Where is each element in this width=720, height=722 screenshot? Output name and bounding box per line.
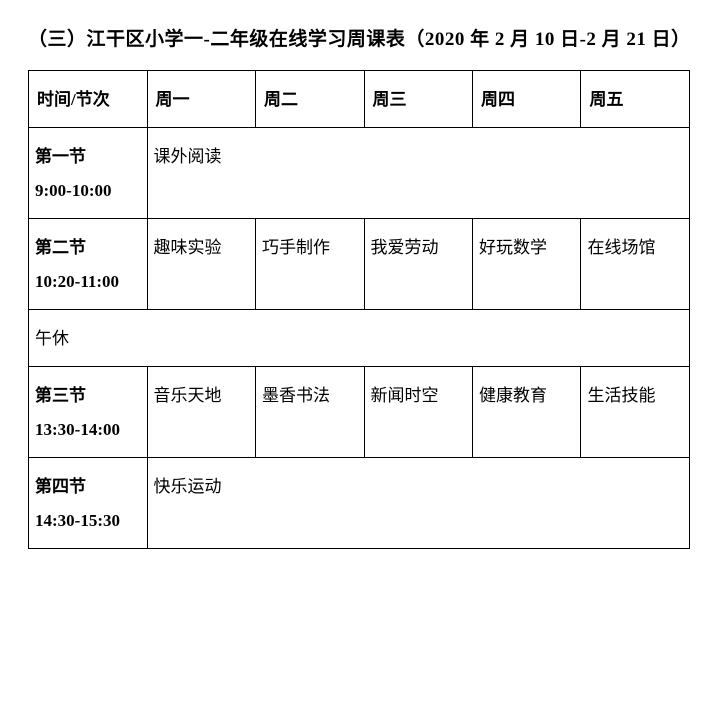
time-label: 13:30-14:00 (35, 413, 141, 447)
period-cell: 第四节 14:30-15:30 (29, 457, 148, 548)
schedule-title: （三）江干区小学一-二年级在线学习周课表（2020 年 2 月 10 日-2 月… (28, 20, 692, 60)
lunch-row: 午休 (29, 309, 690, 366)
cell-wed: 新闻时空 (364, 366, 472, 457)
col-header-mon: 周一 (147, 70, 255, 127)
cell-wed: 我爱劳动 (364, 218, 472, 309)
col-header-wed: 周三 (364, 70, 472, 127)
time-label: 10:20-11:00 (35, 265, 141, 299)
period-label: 第四节 (35, 470, 141, 504)
time-label: 9:00-10:00 (35, 174, 141, 208)
table-row: 第二节 10:20-11:00 趣味实验 巧手制作 我爱劳动 好玩数学 在线场馆 (29, 218, 690, 309)
time-label: 14:30-15:30 (35, 504, 141, 538)
cell-thu: 健康教育 (472, 366, 580, 457)
col-header-tue: 周二 (256, 70, 364, 127)
schedule-table: 时间/节次 周一 周二 周三 周四 周五 第一节 9:00-10:00 课外阅读 (28, 70, 690, 549)
page-container: （三）江干区小学一-二年级在线学习周课表（2020 年 2 月 10 日-2 月… (0, 0, 720, 579)
merged-cell: 课外阅读 (147, 127, 689, 218)
period-cell: 第一节 9:00-10:00 (29, 127, 148, 218)
col-header-thu: 周四 (472, 70, 580, 127)
table-row: 第四节 14:30-15:30 快乐运动 (29, 457, 690, 548)
lunch-cell: 午休 (29, 309, 690, 366)
period-label: 第二节 (35, 231, 141, 265)
cell-thu: 好玩数学 (472, 218, 580, 309)
cell-fri: 在线场馆 (581, 218, 690, 309)
table-header-row: 时间/节次 周一 周二 周三 周四 周五 (29, 70, 690, 127)
table-row: 第一节 9:00-10:00 课外阅读 (29, 127, 690, 218)
cell-tue: 巧手制作 (256, 218, 364, 309)
cell-mon: 趣味实验 (147, 218, 255, 309)
period-cell: 第三节 13:30-14:00 (29, 366, 148, 457)
table-row: 第三节 13:30-14:00 音乐天地 墨香书法 新闻时空 健康教育 生活技能 (29, 366, 690, 457)
merged-cell: 快乐运动 (147, 457, 689, 548)
period-cell: 第二节 10:20-11:00 (29, 218, 148, 309)
cell-tue: 墨香书法 (256, 366, 364, 457)
cell-mon: 音乐天地 (147, 366, 255, 457)
cell-fri: 生活技能 (581, 366, 690, 457)
col-header-fri: 周五 (581, 70, 690, 127)
period-label: 第一节 (35, 140, 141, 174)
col-header-time: 时间/节次 (29, 70, 148, 127)
period-label: 第三节 (35, 379, 141, 413)
